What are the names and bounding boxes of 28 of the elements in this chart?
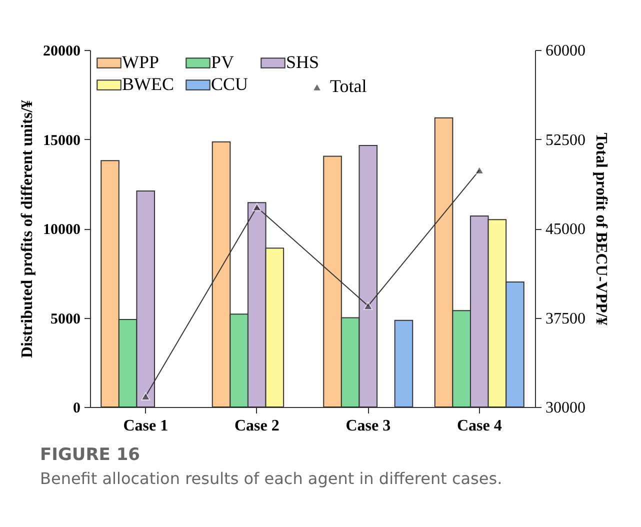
x-tick-label: Case 3 — [346, 418, 391, 434]
point — [474, 166, 484, 174]
legend-label: WPP — [122, 52, 160, 72]
y-tick-label: 20000 — [43, 44, 80, 60]
y-tick-label: 0 — [73, 400, 80, 416]
y-tick-label: 15000 — [43, 132, 80, 149]
point — [364, 302, 373, 310]
legend-label: PV — [211, 52, 234, 72]
legend-label: SHS — [286, 52, 320, 72]
legend-label: Total — [330, 76, 367, 96]
text: Benefit allocation results of each agent in different cases. — [40, 469, 504, 488]
x-tick-label: Case 1 — [123, 418, 168, 434]
y2-tick-label: 37500 — [546, 310, 586, 328]
x-tick-label: Case 2 — [234, 418, 280, 434]
point — [141, 392, 150, 400]
caption: FIGURE 16 — [40, 445, 141, 465]
y2-axis-title: Total profit of BECU-VPP/¥ — [592, 132, 610, 326]
legend-label: BWEC — [122, 74, 174, 94]
point — [252, 203, 262, 212]
y-axis-title: Distributed profits of different units/¥ — [19, 100, 36, 358]
y-tick-label: 5000 — [50, 311, 80, 328]
y2-tick-label: 30000 — [546, 400, 586, 416]
y2-tick-label: 60000 — [546, 42, 586, 60]
y2-tick-label: 52500 — [546, 132, 586, 149]
legend-label: CCU — [211, 74, 248, 94]
y-tick-label: 10000 — [43, 222, 80, 238]
y2-tick-label: 45000 — [546, 221, 586, 238]
x-tick-label: Case 4 — [456, 418, 502, 434]
